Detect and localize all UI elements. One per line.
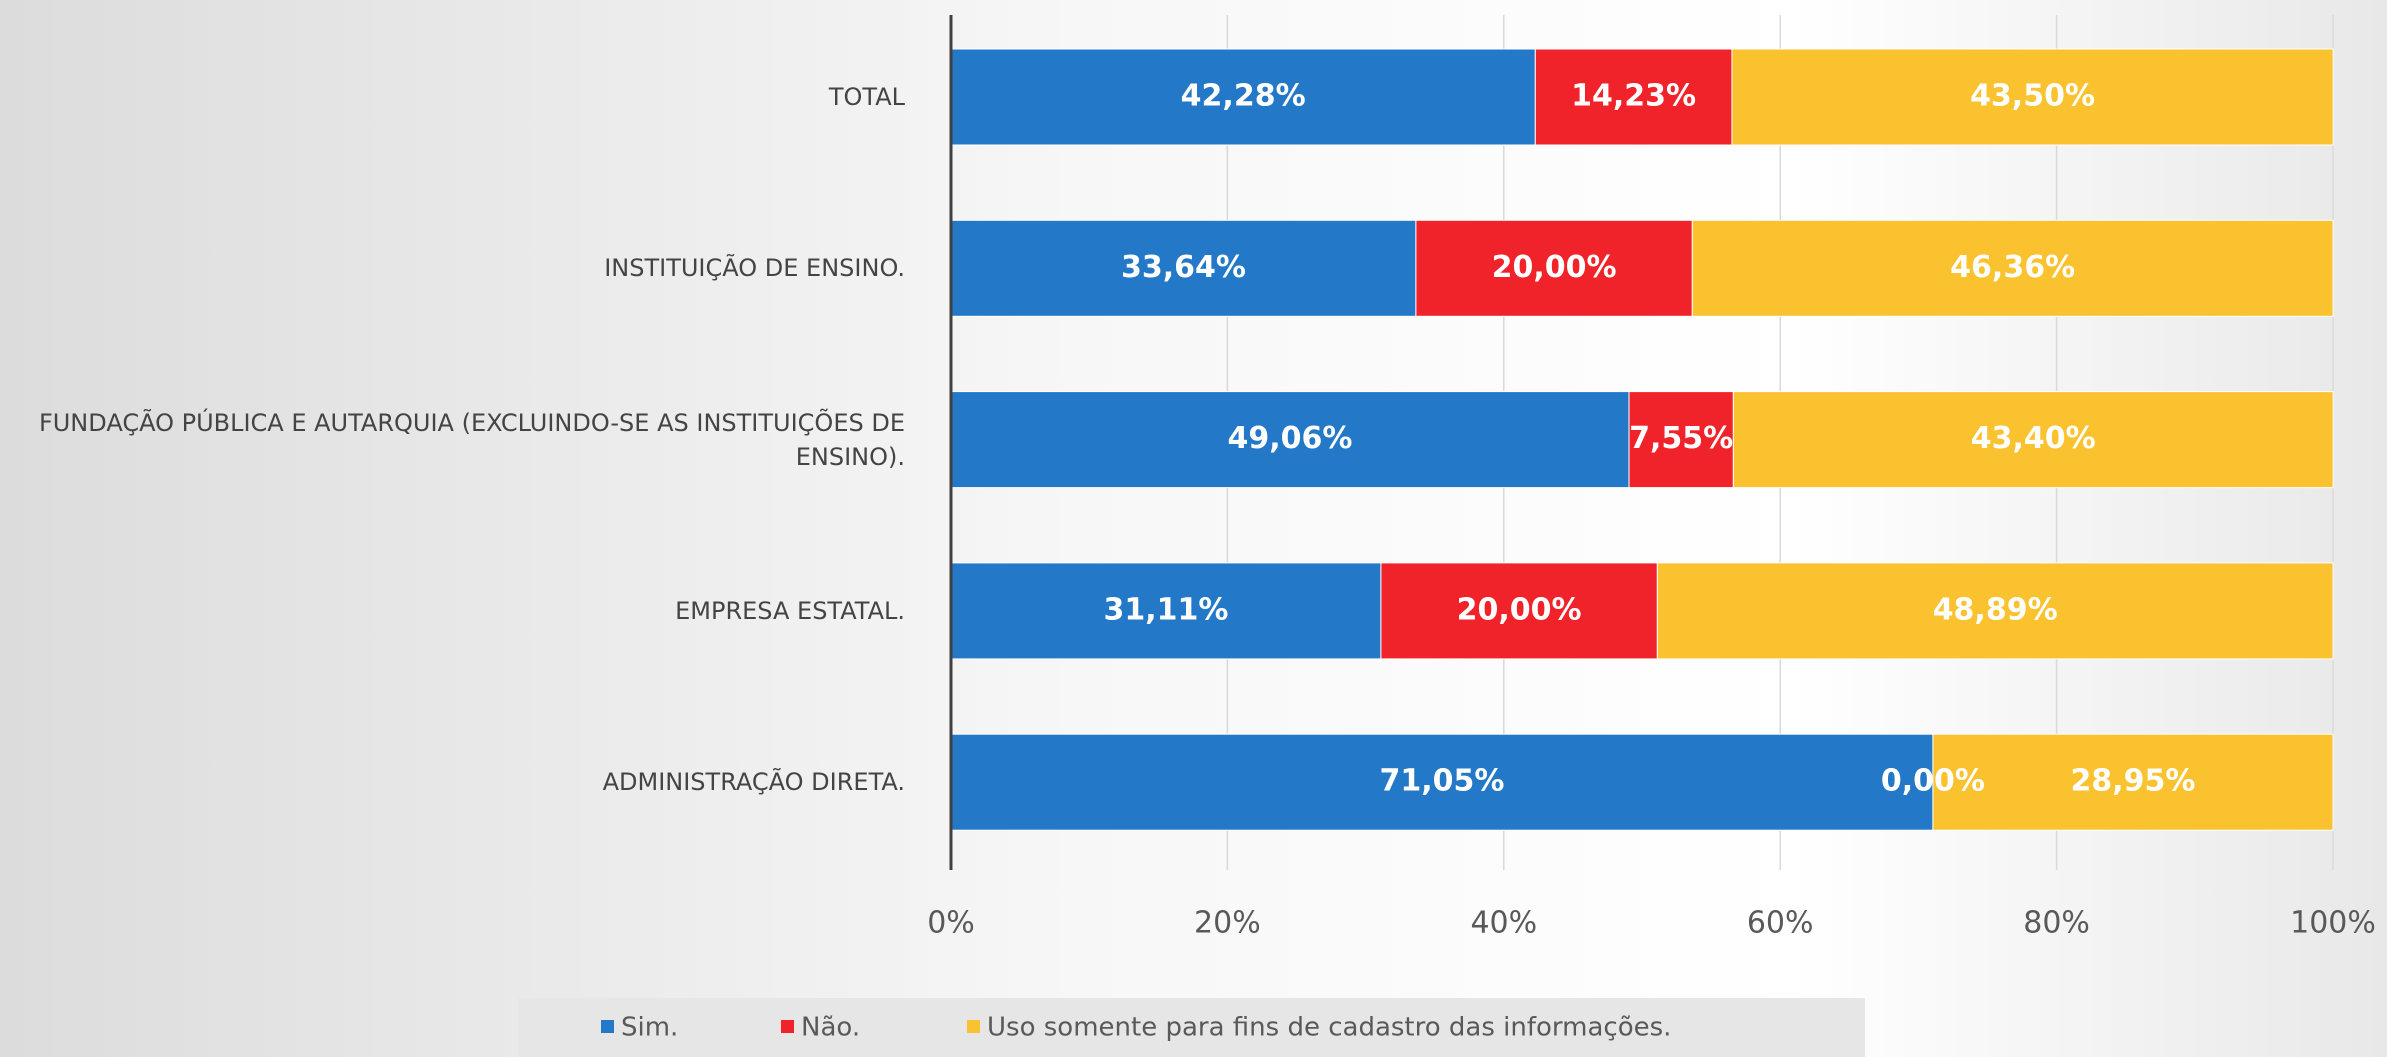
bar-segment (1534, 48, 1733, 146)
x-tick-label: 80% (2023, 906, 2090, 941)
value-label: 7,55% (1629, 421, 1733, 456)
value-label: 42,28% (1181, 79, 1306, 114)
value-label: 0,00% (1881, 764, 1985, 799)
value-label: 71,05% (1379, 764, 1504, 799)
bar-segment (1691, 219, 2334, 317)
bar-segment (1380, 562, 1658, 660)
bar-segment (1731, 48, 2334, 146)
legend-label: Sim. (621, 1013, 678, 1043)
bar-segment (1628, 391, 1734, 489)
value-label: 20,00% (1492, 250, 1617, 285)
bar-segment (950, 391, 1630, 489)
legend-label: Uso somente para fins de cadastro das in… (987, 1013, 1671, 1043)
value-label: 43,40% (1971, 421, 2096, 456)
value-label: 46,36% (1950, 250, 2075, 285)
x-tick-label: 100% (2290, 906, 2376, 941)
category-label: TOTAL (828, 83, 905, 111)
value-label: 43,50% (1970, 79, 2095, 114)
value-label: 49,06% (1228, 421, 1353, 456)
value-label: 28,95% (2070, 764, 2195, 799)
category-label: INSTITUIÇÃO DE ENSINO. (604, 254, 905, 283)
bar-segment (1732, 391, 2334, 489)
x-tick-label: 60% (1747, 906, 1814, 941)
bar-segment (1656, 562, 2334, 660)
legend-swatch (967, 1020, 980, 1033)
x-tick-label: 40% (1470, 906, 1537, 941)
legend-box (518, 998, 1865, 1057)
value-label: 48,89% (1933, 592, 2058, 627)
legend-label: Não. (801, 1013, 860, 1043)
category-label: FUNDAÇÃO PÚBLICA E AUTARQUIA (EXCLUINDO-… (38, 408, 905, 471)
x-tick-label: 0% (927, 906, 975, 941)
category-label: ADMINISTRAÇÃO DIRETA. (602, 768, 905, 797)
value-label: 20,00% (1457, 592, 1582, 627)
value-label: 33,64% (1121, 250, 1246, 285)
bar-segment (950, 733, 1934, 831)
category-label: EMPRESA ESTATAL. (675, 596, 905, 625)
legend-swatch (781, 1020, 794, 1033)
bar-segment (1932, 733, 2334, 831)
value-label: 14,23% (1571, 79, 1696, 114)
value-label: 31,11% (1103, 592, 1228, 627)
legend-swatch (601, 1020, 614, 1033)
x-tick-label: 20% (1194, 906, 1261, 941)
